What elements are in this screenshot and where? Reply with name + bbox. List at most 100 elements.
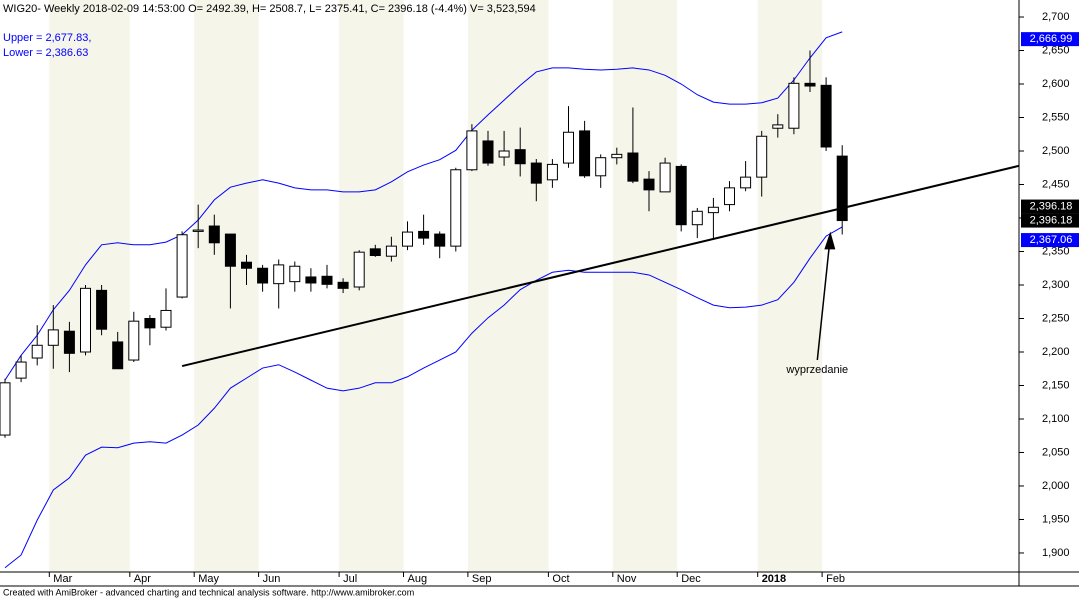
candle-body (611, 153, 623, 159)
candle-body (514, 149, 526, 165)
candle-body (546, 163, 558, 181)
legend-entry: Upper = 2,677.83, (3, 32, 91, 44)
candle-body (160, 309, 172, 328)
candle-body (627, 152, 639, 182)
candle-body (450, 169, 462, 247)
y-tick-label: 1,900 (1042, 547, 1070, 559)
candle-body (144, 317, 156, 329)
candle-body (804, 82, 816, 87)
band-line (4, 31, 843, 381)
candle-body (80, 287, 91, 353)
candle-body (353, 251, 365, 288)
month-band (467, 0, 549, 572)
candle-body (224, 233, 236, 267)
price-badge-label: 2,367.06 (1030, 234, 1073, 246)
y-tick-label: 2,700 (1042, 11, 1070, 23)
month-band (612, 0, 678, 572)
candle-body (176, 234, 188, 298)
price-badge (1021, 233, 1079, 248)
candle-body (385, 245, 397, 257)
x-tick-label: 2018 (762, 573, 786, 585)
candle-body (498, 150, 510, 158)
candle-body (659, 162, 671, 193)
candle-body (128, 320, 140, 361)
y-tick-label: 2,250 (1042, 312, 1070, 324)
candle-body (563, 131, 574, 164)
candle-body (47, 329, 59, 346)
arrow-shaft (816, 245, 831, 361)
annotation: wyprzedanie (785, 364, 848, 376)
y-tick-label: 2,650 (1042, 44, 1070, 56)
chart-title: WIG20- Weekly 2018-02-09 14:53:00 O= 249… (3, 3, 536, 15)
candle-body (482, 140, 494, 164)
price-badge (1021, 213, 1079, 228)
price-badge (1021, 199, 1079, 214)
candle-body (369, 248, 381, 257)
x-tick-label: Oct (552, 573, 569, 585)
candle-body (675, 165, 687, 226)
legend-entry: Lower = 2,386.63 (3, 47, 88, 59)
candle-body (96, 289, 108, 330)
x-tick-label: Jun (263, 573, 281, 585)
candle-body (337, 281, 349, 289)
x-tick-label: Sep (472, 573, 492, 585)
candle-body (241, 261, 252, 269)
x-tick-label: Dec (681, 573, 701, 585)
y-tick-label: 2,300 (1042, 279, 1070, 291)
candle-body (112, 341, 124, 370)
candle-body (321, 275, 333, 285)
y-tick-label: 2,350 (1042, 245, 1070, 257)
candle-body (418, 230, 430, 239)
candle-body (15, 361, 27, 379)
month-band (194, 0, 259, 572)
candle-body (691, 210, 703, 226)
candle-body (772, 124, 784, 129)
candle-body (257, 267, 269, 284)
candle-body (530, 162, 542, 184)
candle-body (724, 187, 735, 206)
month-shading (49, 0, 823, 572)
x-tick-label: Mar (53, 573, 72, 585)
candle-body (273, 264, 285, 285)
candle-body (707, 206, 719, 214)
candle-body (208, 225, 220, 244)
candle-body (643, 178, 655, 191)
candle-body (402, 231, 413, 247)
y-tick-label: 2,600 (1042, 78, 1070, 90)
candle-body (305, 276, 317, 284)
y-tick-label: 2,200 (1042, 346, 1070, 358)
x-tick-label: Jul (343, 573, 357, 585)
band-line (4, 226, 843, 569)
y-tick-label: 2,000 (1042, 480, 1070, 492)
y-tick-label: 2,150 (1042, 379, 1070, 391)
candle-body (63, 330, 75, 354)
y-tick-label: 2,050 (1042, 446, 1070, 458)
y-tick-label: 1,950 (1042, 513, 1070, 525)
x-tick-label: Nov (617, 573, 637, 585)
trend-line (181, 164, 1020, 368)
y-tick-label: 2,450 (1042, 178, 1070, 190)
x-tick-label: Aug (408, 573, 428, 585)
candle-body (595, 157, 607, 177)
candle-body (740, 176, 752, 189)
y-tick-label: 2,100 (1042, 413, 1070, 425)
price-badge (1021, 32, 1079, 47)
candle-body (756, 135, 768, 178)
price-badge-label: 2,396.18 (1030, 214, 1073, 226)
candle-body (31, 344, 43, 359)
candle-body (289, 265, 301, 283)
candle-body (820, 84, 832, 148)
footer: Created with AmiBroker - advanced charti… (3, 587, 414, 597)
candle-body (579, 130, 591, 177)
x-tick-label: Apr (134, 573, 151, 585)
candle-body (192, 229, 204, 232)
month-band (339, 0, 404, 572)
price-badge-label: 2,396.18 (1030, 200, 1073, 212)
x-tick-label: May (198, 573, 219, 585)
price-badge-label: 2,666.99 (1030, 33, 1073, 45)
y-tick-label: 2,500 (1042, 145, 1070, 157)
candle-body (0, 382, 11, 436)
x-tick-label: Feb (826, 573, 845, 585)
candle-body (434, 233, 446, 247)
